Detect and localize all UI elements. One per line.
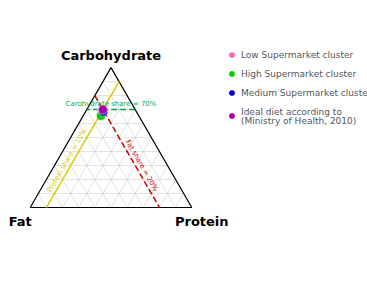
svg-text:Ideal diet according to: Ideal diet according to: [241, 106, 342, 117]
svg-text:Fat share = 20%: Fat share = 20%: [124, 139, 160, 193]
svg-text:Carbohydrate: Carbohydrate: [61, 48, 161, 63]
svg-text:Carohydrate share = 70%: Carohydrate share = 70%: [66, 100, 157, 108]
svg-text:Protein share = 10%: Protein share = 10%: [46, 127, 89, 194]
svg-text:Protein: Protein: [175, 214, 229, 229]
svg-text:High Supermarket cluster: High Supermarket cluster: [241, 69, 356, 79]
svg-text:Fat: Fat: [9, 214, 32, 229]
svg-text:Low Supermarket cluster: Low Supermarket cluster: [241, 50, 354, 60]
svg-text:(Ministry of Health, 2010): (Ministry of Health, 2010): [241, 116, 356, 126]
svg-text:Medium Supermarket cluster: Medium Supermarket cluster: [241, 88, 367, 98]
